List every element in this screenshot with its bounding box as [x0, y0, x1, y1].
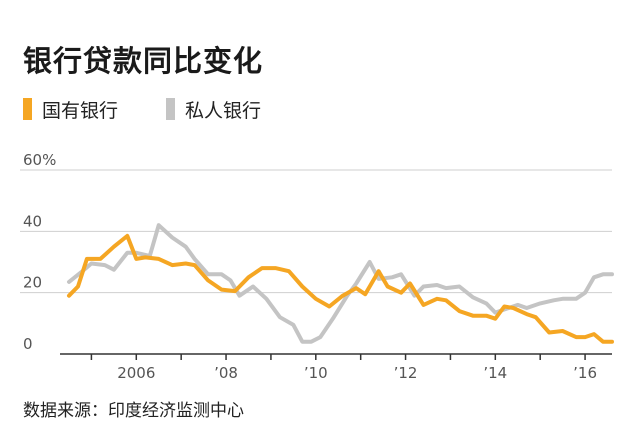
chart-title: 银行贷款同比变化 — [23, 44, 264, 78]
series-line-private-banks — [67, 223, 614, 344]
legend-item-private-banks: 私人银行 — [166, 96, 261, 122]
legend-item-state-banks: 国有银行 — [23, 96, 118, 122]
y-tick-label-60: 60% — [23, 151, 56, 169]
legend-swatch-private-banks — [166, 98, 175, 120]
y-tick-label-20: 20 — [23, 274, 42, 292]
source-note: 数据来源：印度经济监测中心 — [23, 401, 244, 421]
x-tick-label-2014: ’14 — [483, 364, 507, 382]
y-tick-label-0: 0 — [23, 335, 33, 353]
legend-swatch-state-banks — [23, 98, 32, 120]
legend-label-state-banks: 国有银行 — [42, 99, 119, 122]
legend-label-private-banks: 私人银行 — [185, 99, 262, 122]
y-tick-label-40: 40 — [23, 212, 42, 230]
line-chart: 0 20 40 60% 2006 ’08 ’10 ’12 ’14 ’16 — [20, 151, 614, 382]
series-line-state-banks — [67, 233, 614, 344]
x-tick-label-2008: ’08 — [214, 364, 238, 382]
x-tick-label-2010: ’10 — [304, 364, 328, 382]
x-tick-label-2012: ’12 — [394, 364, 418, 382]
x-tick-label-2006: 2006 — [117, 364, 155, 382]
legend: 国有银行 私人银行 — [23, 96, 623, 122]
x-tick-label-2016: ’16 — [573, 364, 597, 382]
